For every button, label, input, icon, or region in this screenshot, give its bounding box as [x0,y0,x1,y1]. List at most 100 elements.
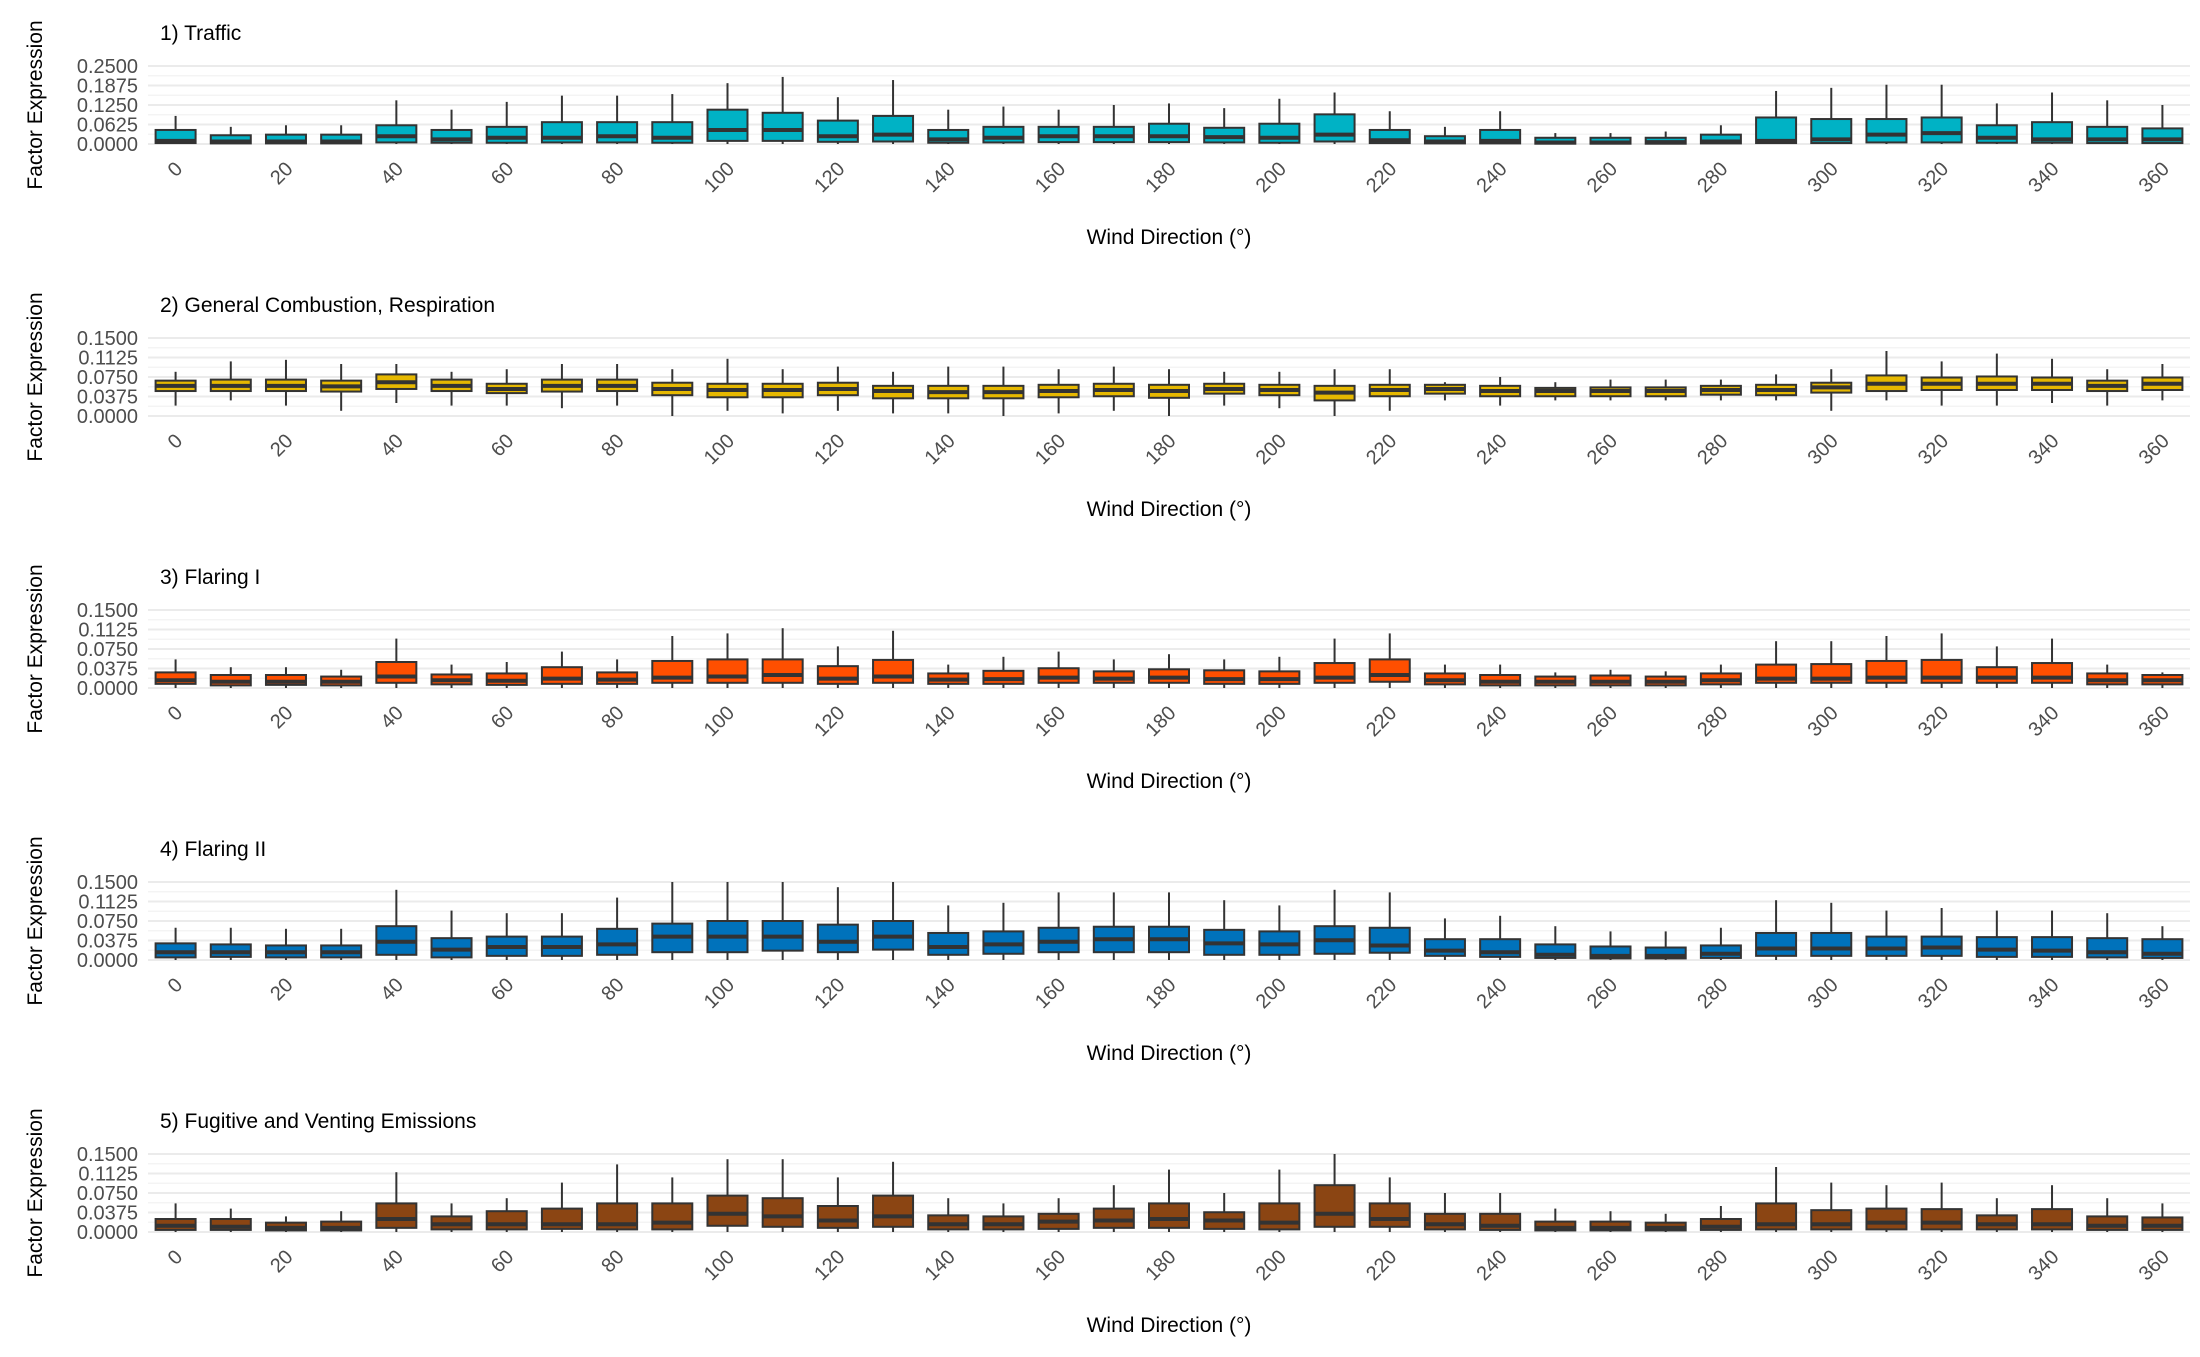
x-tick-label: 0 [164,1246,187,1269]
x-tick-label: 220 [1362,158,1401,197]
box-170 [1092,366,1135,411]
x-tick-label: 80 [597,158,628,189]
panel-2: 2) General Combustion, Respiration 0.0000… [24,292,2190,521]
box-iqr [1699,1218,1742,1231]
box-100 [706,882,749,960]
box-220 [1368,369,1411,411]
x-tick-label: 60 [487,158,518,189]
box-190 [1203,371,1246,406]
x-axis-label: Wind Direction (°) [1087,1314,1252,1337]
x-tick-label: 40 [377,1246,408,1277]
box-220 [1368,892,1411,960]
box-250 [1534,926,1577,960]
y-tick-label: 0.1500 [77,600,138,622]
x-tick-label: 300 [1804,1246,1843,1285]
box-350 [2086,369,2129,406]
box-340 [2031,910,2074,960]
box-0 [154,1203,197,1232]
box-iqr [706,108,749,142]
box-30 [320,928,363,960]
box-210 [1313,638,1356,688]
x-tick-label: 280 [1693,702,1732,741]
box-160 [1037,892,1080,960]
box-iqr [1423,938,1466,957]
box-130 [872,371,915,414]
box-iqr [1313,662,1356,684]
box-130 [872,630,915,688]
box-150 [982,656,1025,688]
x-tick-label: 120 [810,702,849,741]
x-tick-label: 240 [1473,702,1512,741]
box-350 [2086,913,2129,960]
box-30 [320,364,363,411]
x-tick-label: 100 [700,702,739,741]
box-260 [1589,1211,1632,1232]
x-tick-label: 80 [597,974,628,1005]
box-260 [1589,669,1632,688]
box-iqr [816,665,859,685]
box-180 [1148,1169,1190,1232]
x-tick-label: 240 [1473,1246,1512,1285]
box-290 [1755,641,1798,688]
box-80 [596,364,639,406]
box-280 [1699,125,1742,145]
box-320 [1920,361,1963,406]
box-340 [2031,638,2074,688]
x-tick-label: 180 [1141,974,1180,1013]
box-360 [2141,364,2184,401]
x-tick-label: 200 [1252,1246,1291,1285]
box-100 [706,358,749,411]
box-300 [1810,369,1853,411]
box-iqr [375,124,418,144]
box-iqr [596,121,639,144]
box-200 [1258,656,1301,688]
box-250 [1534,382,1577,401]
y-tick-label: 0.0000 [77,678,138,700]
x-tick-label: 60 [487,702,518,733]
x-tick-label: 140 [921,158,960,197]
box-70 [540,651,583,688]
box-280 [1699,927,1742,960]
x-axis-label: Wind Direction (°) [1087,770,1252,793]
box-190 [1203,1193,1246,1232]
x-tick-label: 40 [377,158,408,189]
box-120 [816,646,859,688]
box-70 [540,1182,583,1232]
x-tick-label: 200 [1252,974,1291,1013]
box-340 [2031,92,2074,144]
box-40 [375,100,418,144]
box-110 [761,882,804,960]
box-310 [1865,910,1908,960]
x-tick-label: 180 [1141,430,1180,469]
box-160 [1037,109,1080,144]
box-iqr [485,1210,528,1231]
y-tick-label: 0.1875 [77,76,138,98]
box-240 [1479,1193,1522,1232]
box-80 [596,95,639,144]
x-tick-label: 320 [1914,1246,1953,1285]
box-260 [1589,931,1632,960]
box-iqr [982,125,1025,144]
x-tick-label: 280 [1693,158,1732,197]
x-tick-label: 40 [377,430,408,461]
box-300 [1810,1182,1853,1232]
box-iqr [706,1194,749,1227]
box-360 [2141,672,2184,688]
box-iqr [651,1202,694,1231]
box-130 [872,80,915,144]
x-tick-label: 180 [1141,158,1180,197]
x-tick-label: 300 [1804,974,1843,1013]
box-90 [651,882,694,960]
box-200 [1258,98,1301,144]
box-40 [375,1172,418,1232]
box-iqr [1148,1202,1190,1229]
box-60 [485,369,528,406]
y-tick-label: 0.0625 [77,115,138,137]
x-tick-label: 220 [1362,702,1401,741]
box-iqr [816,1205,859,1229]
box-310 [1865,84,1908,144]
x-tick-label: 160 [1031,702,1070,741]
box-330 [1975,1198,2018,1232]
x-tick-label: 200 [1252,158,1291,197]
box-360 [2141,1203,2184,1232]
